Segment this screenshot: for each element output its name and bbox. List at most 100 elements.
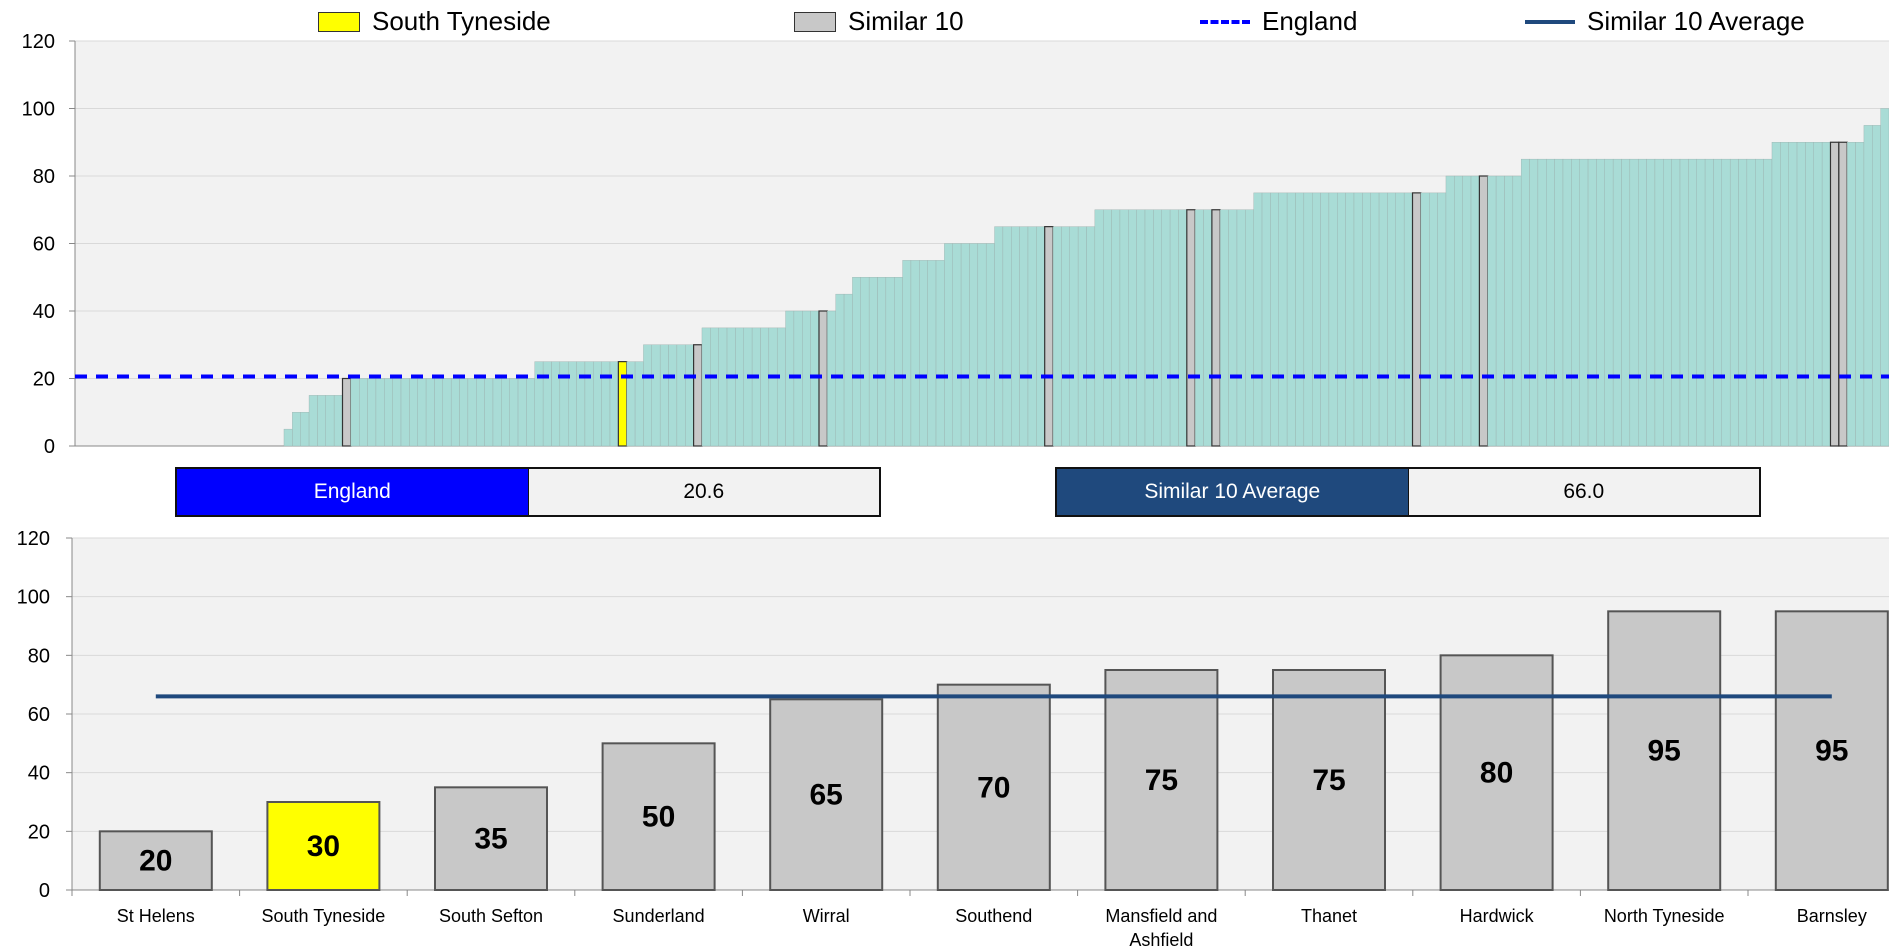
similar-bar (1211, 209, 1221, 447)
distribution-bar (877, 277, 887, 447)
y-tick-label: 40 (33, 301, 55, 323)
distribution-bar (1245, 209, 1254, 447)
x-tick-label-line: Barnsley (1797, 906, 1867, 926)
distribution-bar (417, 378, 427, 447)
legend-label-england: England (1262, 6, 1358, 36)
similar-bar (818, 310, 828, 447)
distribution-bar (1094, 209, 1104, 447)
distribution-bar (726, 327, 736, 447)
distribution-bar (1445, 175, 1455, 447)
x-tick-label: St Helens (117, 906, 195, 926)
distribution-bar (651, 344, 661, 447)
x-tick-label: Barnsley (1797, 906, 1867, 926)
y-tick-label: 60 (33, 234, 55, 256)
comparison-bar (1272, 669, 1386, 891)
distribution-bar (1027, 226, 1037, 447)
distribution-bar (1353, 192, 1363, 447)
distribution-bar (517, 378, 527, 447)
distribution-bar (1420, 192, 1430, 447)
distribution-bar (1337, 192, 1346, 447)
england-summary-value: 20.6 (527, 469, 879, 515)
distribution-bar (1554, 158, 1564, 447)
y-tick-label: 40 (28, 763, 50, 785)
distribution-bar (1579, 158, 1589, 447)
distribution-bar (1562, 158, 1572, 447)
distribution-bar (701, 327, 711, 447)
distribution-bar (459, 378, 469, 447)
bar-value-label: 65 (810, 779, 843, 812)
distribution-bar (1638, 158, 1647, 447)
distribution-bar (910, 260, 920, 447)
distribution-bar (1077, 226, 1087, 447)
distribution-bar (392, 378, 402, 447)
x-tick-label-line: Mansfield and (1105, 906, 1217, 926)
legend-swatch-yellow (318, 11, 360, 32)
distribution-bar (785, 310, 795, 447)
distribution-bar (1362, 192, 1371, 447)
distribution-bar (1587, 158, 1597, 447)
distribution-bar (375, 378, 385, 447)
distribution-bar (1069, 226, 1079, 447)
distribution-bar (969, 243, 979, 447)
distribution-bar (1052, 226, 1062, 447)
chart-legend: South Tyneside Similar 10 England Simila… (0, 6, 1889, 42)
distribution-bar (643, 344, 653, 447)
distribution-bar (977, 243, 987, 447)
y-tick-label: 80 (33, 166, 55, 188)
bar-value-label: 70 (977, 771, 1010, 804)
distribution-bar (894, 277, 903, 447)
distribution-bar (1011, 226, 1020, 447)
distribution-bar (860, 277, 870, 447)
distribution-bar (1863, 125, 1873, 447)
distribution-bar (776, 327, 786, 447)
bar-value-label: 95 (1815, 735, 1848, 768)
distribution-bar (1796, 142, 1806, 447)
y-tick-label: 20 (33, 369, 55, 391)
distribution-bar (1153, 209, 1162, 447)
x-tick-label-line: Ashfield (1129, 930, 1193, 949)
distribution-bar (476, 378, 485, 447)
distribution-bar (1746, 158, 1756, 447)
distribution-bar (885, 277, 895, 447)
distribution-bar (1537, 158, 1547, 447)
comparison-bar (769, 698, 884, 891)
distribution-bar (1119, 209, 1129, 447)
distribution-bar (542, 361, 552, 447)
distribution-bar (325, 395, 335, 447)
distribution-bar (1278, 192, 1288, 447)
distribution-bar (1704, 158, 1714, 447)
average-summary: Similar 10 Average 66.0 (1055, 467, 1761, 517)
distribution-bar (1821, 142, 1831, 447)
distribution-bar (1696, 158, 1706, 447)
distribution-bar (768, 327, 778, 447)
similar-bar (1838, 141, 1848, 447)
distribution-bar (1763, 158, 1773, 447)
distribution-bar (1729, 158, 1739, 447)
distribution-bar (400, 378, 410, 447)
distribution-bar (1713, 158, 1723, 447)
y-tick-label: 120 (22, 31, 55, 53)
distribution-bar (1295, 192, 1305, 447)
distribution-bar (751, 327, 761, 447)
distribution-bar (350, 378, 360, 447)
x-tick-label: North Tyneside (1604, 906, 1725, 926)
distribution-bar (1805, 142, 1814, 447)
distribution-bar (760, 327, 770, 447)
distribution-bar (1529, 158, 1539, 447)
similar-bar (692, 344, 703, 447)
distribution-bar (409, 378, 418, 447)
x-tick-label: Thanet (1301, 906, 1357, 926)
distribution-bar (1253, 192, 1263, 447)
distribution-bar (1872, 125, 1881, 447)
bar-value-label: 30 (307, 830, 340, 863)
distribution-bar (1771, 142, 1781, 447)
distribution-bar (1387, 192, 1396, 447)
distribution-bar (1103, 209, 1112, 447)
distribution-bar (1370, 192, 1380, 447)
distribution-bar (1462, 175, 1472, 447)
distribution-bar (793, 310, 803, 447)
x-tick-label-line: Sunderland (613, 906, 705, 926)
distribution-bar (1788, 142, 1798, 447)
distribution-bar (1546, 158, 1555, 447)
distribution-bar (634, 361, 644, 447)
